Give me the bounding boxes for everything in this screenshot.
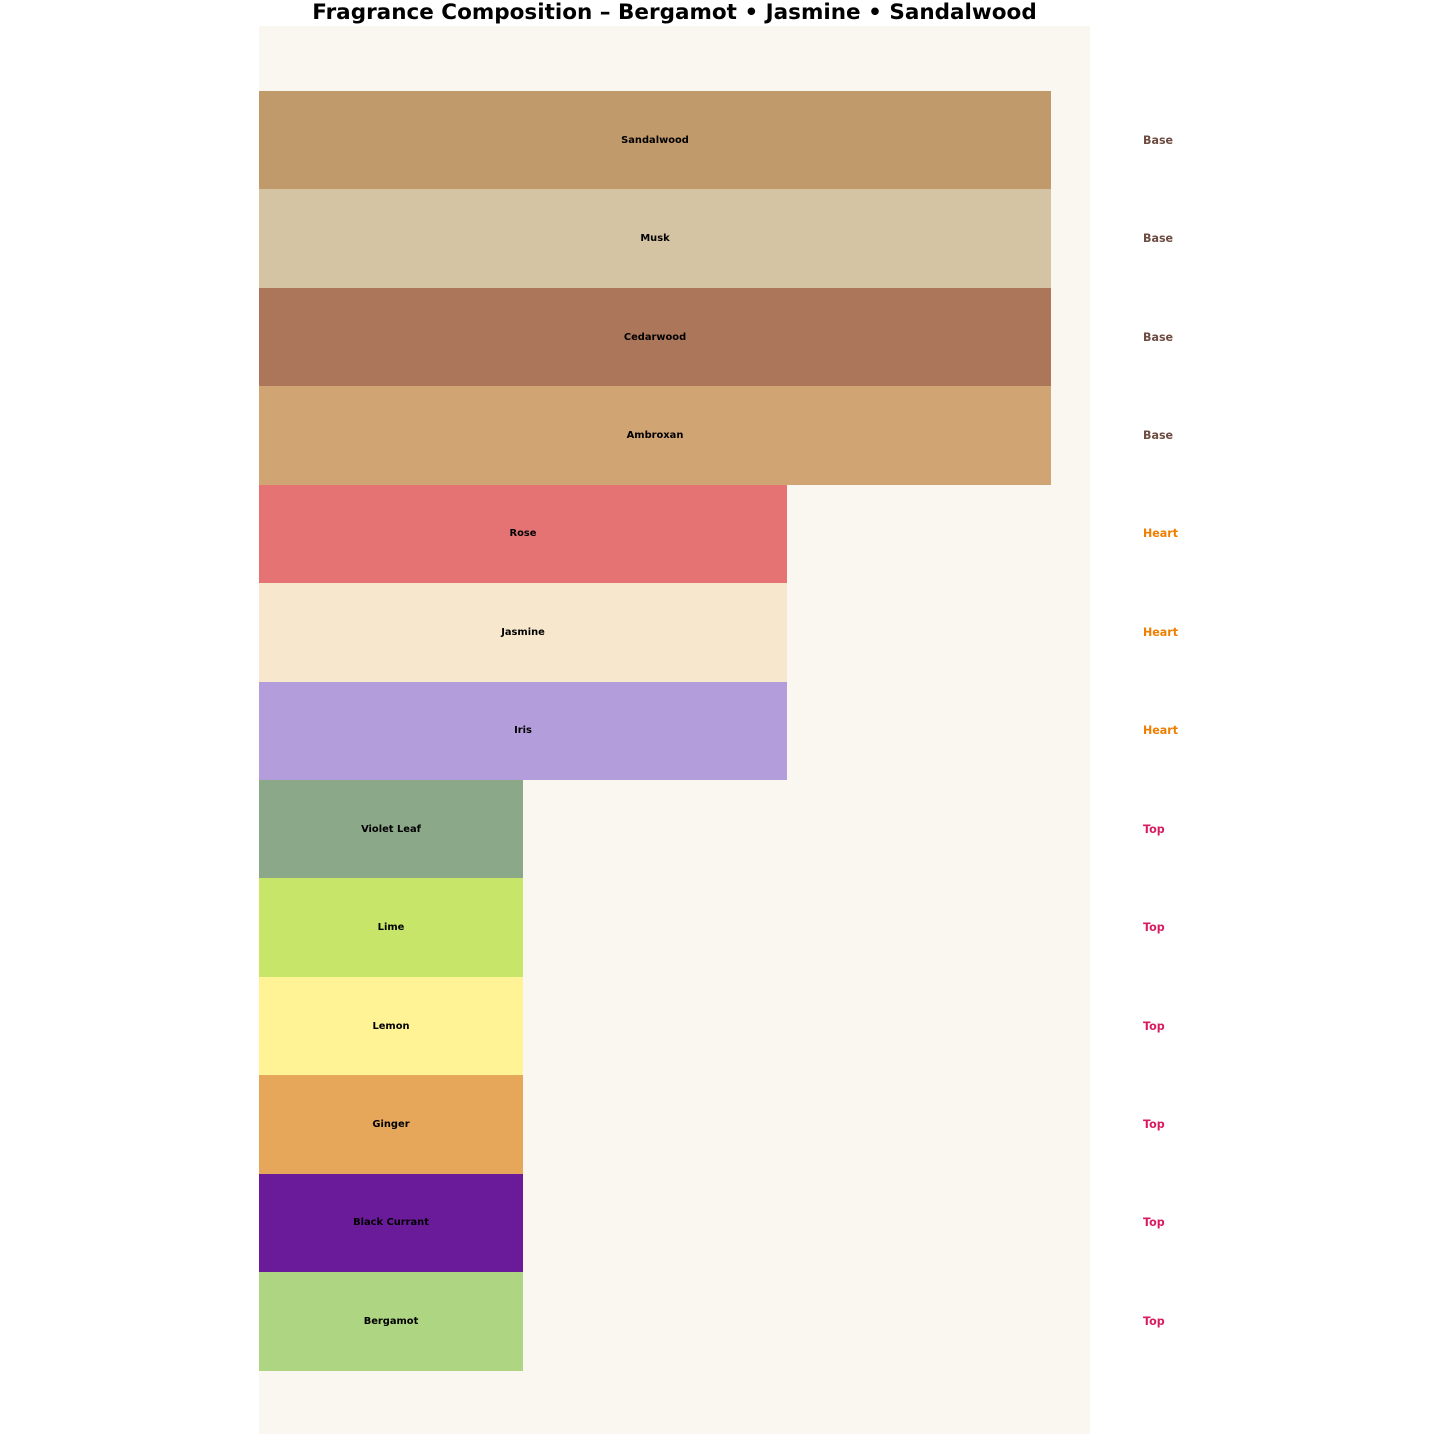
- bar-label-bergamot: Bergamot: [363, 1315, 419, 1327]
- bar-lemon: Lemon: [259, 976, 523, 1076]
- bar-label-jasmine: Jasmine: [501, 626, 545, 638]
- tier-label-lemon: Top: [1143, 1019, 1165, 1033]
- tier-label-black-currant: Top: [1143, 1216, 1165, 1230]
- tier-label-ginger: Top: [1143, 1118, 1165, 1131]
- bar-label-ginger: Ginger: [372, 1119, 410, 1130]
- bar-rose: Rose: [259, 484, 787, 584]
- bar-violet-leaf: Violet Leaf: [259, 780, 523, 879]
- bar-label-iris: Iris: [514, 725, 532, 737]
- tier-label-violet-leaf: Top: [1143, 822, 1165, 836]
- bar-jasmine: Jasmine: [259, 583, 787, 682]
- bar-label-ambroxan: Ambroxan: [626, 429, 684, 441]
- bar-label-cedarwood: Cedarwood: [623, 331, 687, 343]
- bar-label-sandalwood: Sandalwood: [621, 134, 689, 146]
- tier-label-bergamot: Top: [1143, 1314, 1165, 1328]
- bar-label-lemon: Lemon: [372, 1020, 410, 1032]
- bar-bergamot: Bergamot: [259, 1272, 523, 1371]
- tier-label-lime: Top: [1143, 921, 1165, 935]
- bar-lime: Lime: [259, 878, 523, 977]
- tier-label-rose: Heart: [1143, 527, 1179, 541]
- bar-label-rose: Rose: [509, 528, 537, 540]
- bar-musk: Musk: [259, 189, 1051, 288]
- tier-label-musk: Base: [1143, 232, 1174, 246]
- bar-iris: Iris: [259, 681, 787, 780]
- bar-ambroxan: Ambroxan: [259, 386, 1051, 485]
- plot-area: Sandalwood Musk Cedarwood Ambroxan Rose Jasmi…: [259, 26, 1090, 1434]
- chart-title: Fragrance Composition – Bergamot • Jasmi…: [312, 0, 1037, 25]
- bar-sandalwood: Sandalwood: [259, 91, 1051, 190]
- tier-label-iris: Heart: [1143, 724, 1179, 738]
- bar-label-violet-leaf: Violet Leaf: [361, 823, 421, 835]
- bar-cedarwood: Cedarwood: [259, 287, 1051, 387]
- bar-label-lime: Lime: [377, 922, 405, 934]
- bar-ginger: Ginger: [259, 1075, 523, 1174]
- bar-black-currant: Black Currant: [259, 1173, 523, 1273]
- tier-label-cedarwood: Base: [1143, 330, 1174, 344]
- tier-label-sandalwood: Base: [1143, 133, 1174, 147]
- tier-label-ambroxan: Base: [1143, 428, 1174, 442]
- bar-label-black-currant: Black Currant: [353, 1217, 429, 1229]
- bar-label-musk: Musk: [640, 233, 670, 245]
- tier-label-jasmine: Heart: [1143, 625, 1179, 639]
